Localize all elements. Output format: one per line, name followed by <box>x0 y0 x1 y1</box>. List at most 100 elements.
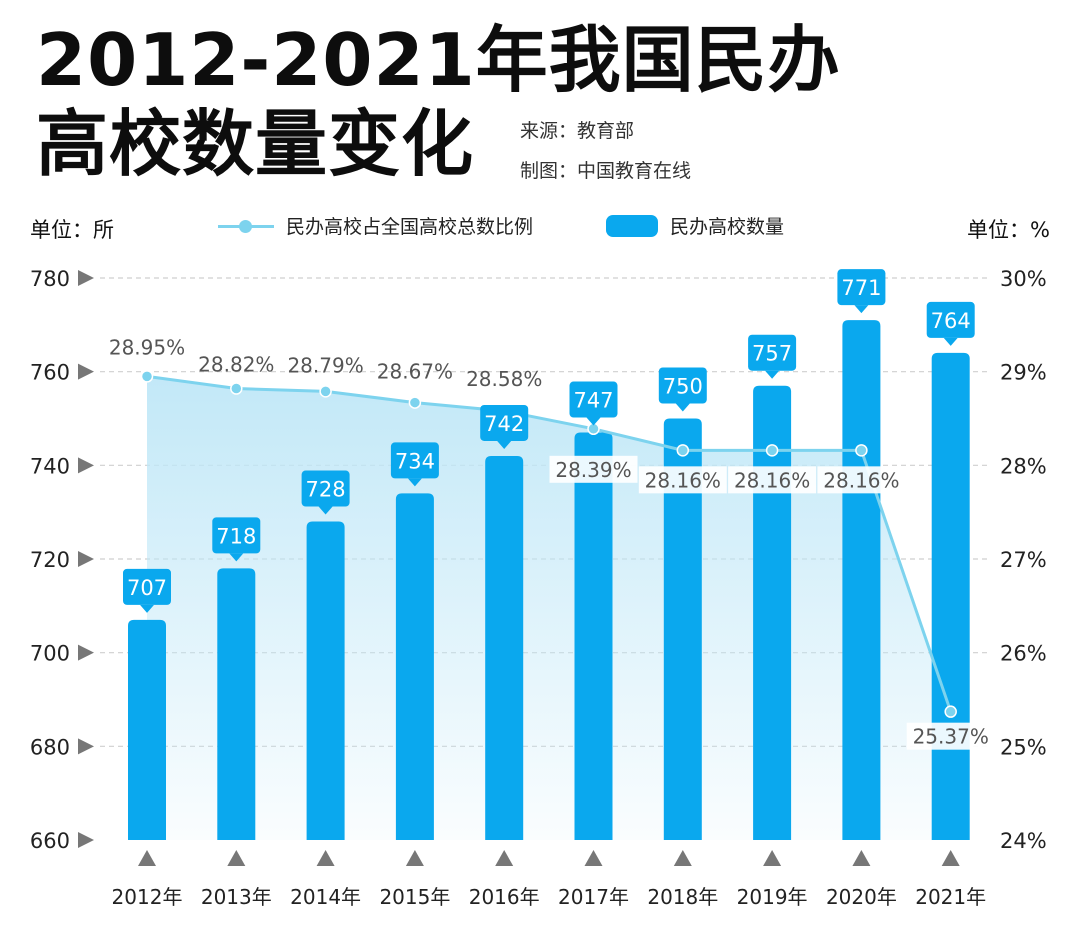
x-tick-label: 2020年 <box>826 885 897 909</box>
ratio-value-label: 28.16% <box>823 468 899 492</box>
ratio-label-backdrop <box>817 466 906 494</box>
x-tick-label: 2019年 <box>737 885 808 909</box>
bar-2019年 <box>753 385 792 840</box>
bar-2014年 <box>306 521 345 840</box>
bar-value-badge-pointer <box>229 553 244 562</box>
bar-value-label: 764 <box>931 309 971 333</box>
ratio-value-label: 28.58% <box>466 367 542 391</box>
y-right-tick-label: 27% <box>1000 548 1047 572</box>
bar-value-badge <box>658 367 707 404</box>
bar-2018年 <box>663 418 702 840</box>
ratio-value-label: 28.67% <box>377 360 453 384</box>
y-right-tick-label: 25% <box>1000 735 1047 759</box>
y-left-tick-marker <box>78 832 94 848</box>
ratio-label-backdrop <box>549 455 638 483</box>
legend-item-ratio: 民办高校占全国高校总数比例 <box>218 212 533 239</box>
bar-value-badge <box>301 470 350 507</box>
y-left-tick-marker <box>78 363 94 380</box>
ratio-line <box>146 374 953 713</box>
bar-value-badge <box>748 334 797 371</box>
ratio-area <box>147 376 951 840</box>
y-left-tick-label: 660 <box>30 829 70 853</box>
y-right-tick-label: 24% <box>1000 829 1047 853</box>
legend-line-marker <box>218 219 274 233</box>
bar-value-badge-pointer <box>943 337 958 346</box>
ratio-value-label: 28.82% <box>198 353 274 377</box>
bar-value-badge-pointer <box>675 403 690 412</box>
bar-2015年 <box>395 493 434 840</box>
ratio-label-backdrop <box>906 722 995 750</box>
bar-value-badge-pointer <box>854 305 869 314</box>
right-axis-unit: 单位：% <box>967 218 1050 242</box>
bar-2012年 <box>128 619 166 840</box>
bar-value-badge <box>569 381 618 418</box>
bar-value-label: 771 <box>841 276 881 300</box>
x-tick-label: 2013年 <box>201 885 272 909</box>
bar-2017年 <box>574 432 613 840</box>
x-tick-label: 2017年 <box>558 885 629 909</box>
bar-value-badge-pointer <box>765 370 780 379</box>
y-right-tick-label: 28% <box>1000 454 1047 478</box>
bar-2016年 <box>485 455 524 840</box>
bar-value-label: 707 <box>127 576 167 600</box>
ratio-value-label: 28.95% <box>109 335 185 359</box>
bar-value-badge <box>480 404 529 441</box>
x-tick-label: 2016年 <box>469 885 540 909</box>
y-right-tick-label: 29% <box>1000 361 1047 385</box>
bar-value-badge-pointer <box>497 440 512 449</box>
legend-ratio-label: 民办高校占全国高校总数比例 <box>286 216 534 238</box>
y-left-tick-marker <box>78 644 94 661</box>
x-tick-label: 2015年 <box>379 885 450 909</box>
bar-value-badge-pointer <box>140 604 154 613</box>
ratio-point <box>140 370 154 383</box>
bar-value-badge-pointer <box>586 417 601 426</box>
ratio-point <box>944 705 957 718</box>
x-tick-marker <box>673 850 692 866</box>
bar-2021年 <box>931 352 970 840</box>
ratio-value-label: 28.16% <box>645 468 721 492</box>
ratio-value-label: 25.37% <box>913 725 989 749</box>
bar-value-label: 747 <box>573 389 613 413</box>
bar-value-label: 742 <box>484 412 524 436</box>
x-tick-label: 2014年 <box>290 885 361 909</box>
y-left-tick-marker <box>78 738 94 755</box>
y-right-tick-label: 30% <box>1000 267 1047 291</box>
y-left-tick-marker <box>78 457 94 474</box>
chart-title-line2: 高校数量变化 <box>36 102 475 186</box>
left-axis-unit: 单位：所 <box>30 218 114 242</box>
source-text: 来源：教育部 <box>520 120 635 142</box>
y-left-tick-label: 700 <box>30 642 70 666</box>
bar-value-label: 718 <box>216 524 256 548</box>
bar-value-badge-pointer <box>407 478 422 487</box>
x-tick-marker <box>584 850 603 866</box>
x-tick-label: 2012年 <box>112 885 183 909</box>
x-tick-marker <box>941 850 960 866</box>
x-tick-marker <box>227 850 246 866</box>
y-left-tick-label: 720 <box>30 548 70 572</box>
ratio-point <box>319 385 332 398</box>
bar-value-label: 750 <box>663 375 703 399</box>
ratio-value-label: 28.79% <box>287 353 363 377</box>
bar-2013年 <box>217 568 256 840</box>
x-tick-marker <box>316 850 335 866</box>
maker-text: 制图：中国教育在线 <box>520 160 692 182</box>
x-tick-label: 2021年 <box>915 885 986 909</box>
bar-value-label: 757 <box>752 342 792 366</box>
bar-value-badge <box>390 442 439 479</box>
ratio-label-backdrop <box>638 466 727 494</box>
bar-value-badge <box>926 301 975 338</box>
ratio-label-backdrop <box>728 466 817 494</box>
y-left-tick-label: 760 <box>30 361 70 385</box>
chart-title-line1: 2012-2021年我国民办 <box>36 18 841 102</box>
x-tick-label: 2018年 <box>647 885 718 909</box>
ratio-value-label: 28.39% <box>555 458 631 482</box>
x-tick-marker <box>405 850 424 866</box>
y-left-tick-label: 740 <box>30 454 70 478</box>
ratio-value-label: 28.16% <box>734 468 810 492</box>
legend-item-count: 民办高校数量 <box>606 212 784 239</box>
ratio-point <box>676 444 690 457</box>
y-left-tick-marker <box>78 270 94 286</box>
legend-bar-marker <box>606 214 658 237</box>
legend-count-label: 民办高校数量 <box>670 216 785 238</box>
